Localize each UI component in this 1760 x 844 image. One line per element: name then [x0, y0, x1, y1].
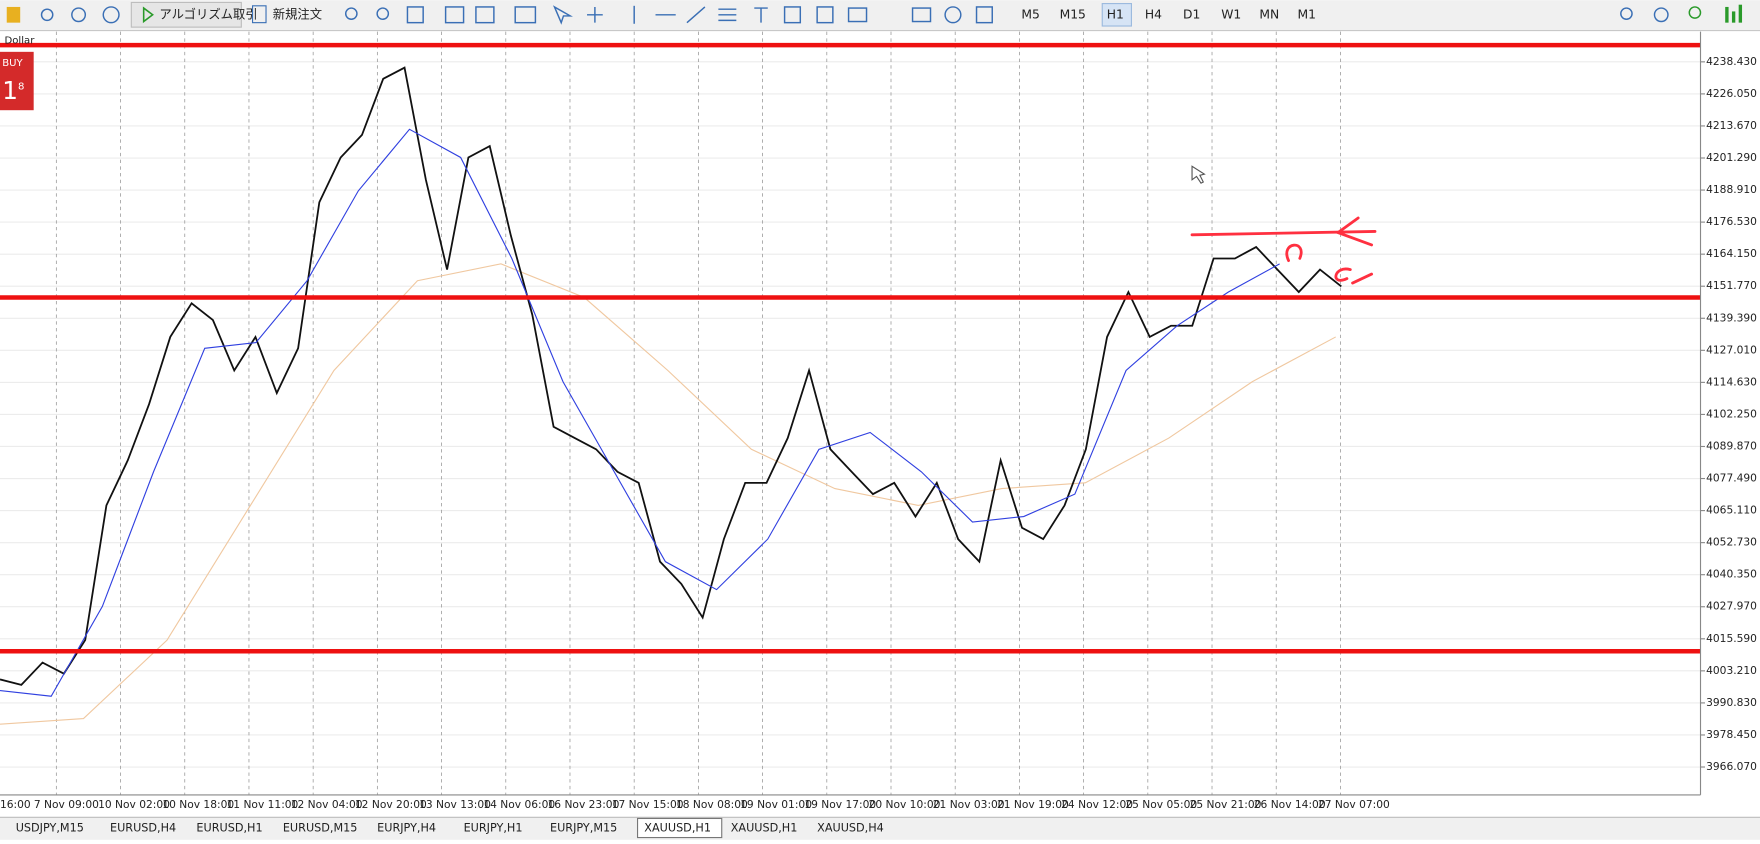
tab[interactable] — [8, 818, 102, 838]
tab-label: XAUUSD,H1 — [644, 822, 711, 835]
buy-panel[interactable] — [0, 51, 34, 111]
y-tick-label: 3978.450 — [1706, 728, 1757, 741]
price-axis: 4238.430 4226.050 4213.670 4201.290 4188.910… — [0, 55, 1757, 811]
buy-price-small: 8 — [18, 82, 24, 93]
buy-price-big: 1 — [2, 76, 18, 105]
tab-label: EURJPY,H4 — [377, 822, 436, 835]
tab-label: EURJPY,M15 — [550, 822, 617, 835]
x-tick-label: 16 Nov 23:00 — [548, 798, 620, 811]
y-tick-label: 4164.150 — [1706, 247, 1757, 260]
tab-label: XAUUSD,H4 — [817, 822, 884, 835]
x-tick-label: 21 Nov 03:00 — [933, 798, 1005, 811]
tab-label: EURUSD,H4 — [110, 822, 176, 835]
y-tick-label: 4201.290 — [1706, 151, 1757, 164]
timeframes: M5 M15 H1 H4 D1 W1 MN M1 — [1021, 3, 1316, 27]
tab[interactable] — [370, 818, 455, 838]
new-order-label[interactable]: 新規注文 — [273, 6, 322, 21]
y-tick-label: 4139.390 — [1706, 311, 1757, 324]
price-line — [0, 66, 1342, 686]
x-tick-label: 26 Nov 14:00 — [1254, 798, 1326, 811]
timeframe-button[interactable]: MN — [1259, 7, 1279, 21]
x-tick-label: 12 Nov 04:00 — [291, 798, 363, 811]
x-tick-label: 17 Nov 15:00 — [612, 798, 684, 811]
tab-active[interactable] — [636, 817, 723, 839]
timeframe-button[interactable]: M5 — [1021, 7, 1039, 21]
x-tick-label: 7 Nov 09:00 — [34, 798, 99, 811]
toolbar — [0, 0, 1760, 31]
x-tick-label: 18 Nov 08:00 — [676, 798, 748, 811]
tabs: USDJPY,M15 EURUSD,H4 EURUSD,H1 EURUSD,M15 EU… — [8, 817, 895, 839]
play-icon — [142, 6, 154, 24]
x-tick-label: 10 Nov 02:00 — [98, 798, 170, 811]
algo-trading-button[interactable] — [130, 1, 242, 28]
x-tick-label: 10 Nov 18:00 — [162, 798, 234, 811]
buy-label: BUY — [2, 58, 23, 69]
y-tick-label: 4077.490 — [1706, 472, 1757, 485]
tab-label: EURJPY,H1 — [464, 822, 523, 835]
timeframe-button[interactable]: D1 — [1183, 7, 1200, 21]
hand-drawing — [1190, 216, 1377, 285]
x-tick-label: 13 Nov 13:00 — [419, 798, 491, 811]
y-tick-label: 4238.430 — [1706, 55, 1757, 68]
y-tick-label: 4065.110 — [1706, 504, 1757, 517]
slow-moving-average — [0, 263, 1336, 725]
timeframe-active-bg — [1101, 3, 1132, 27]
x-tick-label: 16:00 — [0, 798, 31, 811]
tab[interactable] — [543, 818, 636, 838]
x-tick-label: 25 Nov 21:00 — [1190, 798, 1262, 811]
y-tick-label: 4003.210 — [1706, 664, 1757, 677]
timeframe-button[interactable]: W1 — [1221, 7, 1241, 21]
x-tick-label: 25 Nov 05:00 — [1125, 798, 1197, 811]
y-tick-label: 4114.630 — [1706, 375, 1757, 388]
y-tick-label: 4102.250 — [1706, 407, 1757, 420]
mouse-cursor — [1191, 165, 1206, 184]
y-tick-label: 4213.670 — [1706, 119, 1757, 132]
y-tick-label: 4027.970 — [1706, 600, 1757, 613]
y-tick-label: 4127.010 — [1706, 343, 1757, 356]
y-tick-label: 4052.730 — [1706, 536, 1757, 549]
x-tick-label: 12 Nov 20:00 — [355, 798, 427, 811]
x-tick-label: 11 Nov 11:00 — [227, 798, 299, 811]
x-tick-label: 19 Nov 17:00 — [804, 798, 876, 811]
tab[interactable] — [456, 818, 542, 838]
tab[interactable] — [810, 818, 895, 838]
y-tick-label: 4226.050 — [1706, 87, 1757, 100]
y-tick-label: 4188.910 — [1706, 183, 1757, 196]
algo-trading-label: アルゴリズム取引 — [159, 6, 257, 21]
tab[interactable] — [723, 818, 809, 838]
y-tick-label: 4151.770 — [1706, 279, 1757, 292]
y-tick-label: 4089.870 — [1706, 439, 1757, 452]
timeframe-button[interactable]: M1 — [1298, 7, 1316, 21]
tab-label: USDJPY,M15 — [16, 822, 84, 835]
new-order-icon — [251, 5, 267, 24]
y-tick-label: 4176.530 — [1706, 215, 1757, 228]
tab[interactable] — [189, 818, 274, 838]
chart-area — [0, 31, 1701, 795]
x-tick-label: 27 Nov 07:00 — [1318, 798, 1390, 811]
y-tick-label: 4040.350 — [1706, 568, 1757, 581]
toolbar-icons — [6, 4, 1743, 25]
tab-label: EURUSD,M15 — [283, 822, 358, 835]
x-tick-label: 19 Nov 01:00 — [740, 798, 812, 811]
x-tick-label: 14 Nov 06:00 — [483, 798, 555, 811]
x-tick-label: 21 Nov 19:00 — [997, 798, 1069, 811]
tab-label: EURUSD,H1 — [196, 822, 262, 835]
timeframe-button[interactable]: M15 — [1060, 7, 1086, 21]
tab[interactable] — [276, 818, 369, 838]
x-tick-label: 24 Nov 12:00 — [1061, 798, 1133, 811]
fast-moving-average — [0, 128, 1280, 697]
symbol-label: Dollar — [4, 36, 35, 47]
x-tick-label: 20 Nov 10:00 — [869, 798, 941, 811]
y-tick-label: 3966.070 — [1706, 760, 1757, 773]
timeframe-button[interactable]: H4 — [1145, 7, 1162, 21]
y-tick-label: 3990.830 — [1706, 696, 1757, 709]
timeframe-button[interactable]: H1 — [1107, 7, 1124, 21]
tab[interactable] — [103, 818, 188, 838]
tab-label: XAUUSD,H1 — [731, 822, 798, 835]
y-tick-label: 4015.590 — [1706, 632, 1757, 645]
